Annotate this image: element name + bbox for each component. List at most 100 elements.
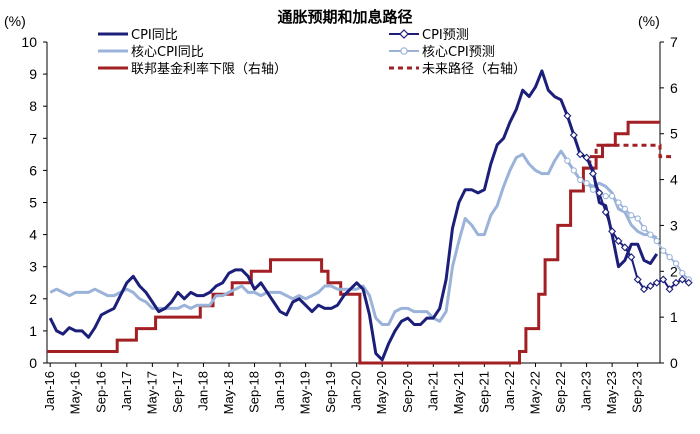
right-tick-label: 0 — [670, 355, 678, 371]
legend-label-fed-forecast: 未来路径（右轴） — [422, 61, 526, 77]
x-tick-label: Jan-19 — [272, 371, 287, 411]
legend: CPI同比 核心CPI同比 联邦基金利率下限（右轴） CPI预测 核心CPI预测… — [98, 28, 526, 77]
cpi-forecast-point — [582, 153, 591, 162]
legend-label-fed: 联邦基金利率下限（右轴） — [131, 61, 287, 77]
legend-marker-cpi-forecast — [399, 29, 409, 39]
x-tick-label: May-23 — [604, 371, 619, 414]
left-axis-ticks: 0 1 2 3 4 5 6 7 8 9 10 — [21, 34, 47, 371]
right-tick-label: 7 — [670, 34, 678, 50]
x-tick-label: Jan-21 — [425, 371, 440, 411]
series-core-cpi-line — [49, 149, 658, 326]
x-tick-label: Sep-17 — [170, 371, 185, 413]
left-tick-label: 6 — [29, 162, 37, 178]
left-tick-label: 4 — [29, 227, 37, 243]
right-tick-label: 3 — [670, 217, 678, 233]
cpi-forecast-point — [563, 111, 572, 120]
core-forecast-point — [583, 180, 590, 187]
cpi-forecast-point — [620, 243, 629, 252]
core-forecast-point — [634, 215, 641, 222]
x-tick-label: Jan-17 — [119, 371, 134, 411]
left-tick-label: 9 — [29, 66, 37, 82]
core-forecast-point — [653, 237, 660, 245]
cpi-forecast-point — [627, 253, 636, 262]
x-tick-label: Jan-16 — [42, 371, 57, 411]
cpi-forecast-point — [640, 285, 648, 294]
core-forecast-point — [577, 176, 584, 184]
left-tick-label: 2 — [29, 291, 37, 307]
cpi-forecast-point — [595, 188, 604, 197]
x-tick-label: Sep-20 — [400, 371, 415, 413]
cpi-forecast-point — [646, 282, 655, 290]
cpi-forecast-point — [684, 278, 693, 287]
x-tick-label: Jan-20 — [349, 371, 364, 411]
left-tick-label: 1 — [29, 323, 37, 339]
core-forecast-point — [564, 157, 571, 164]
core-forecast-point — [672, 260, 680, 267]
cpi-forecast-point — [672, 278, 680, 287]
core-forecast-point — [602, 192, 609, 200]
cpi-forecast-point — [569, 131, 578, 140]
core-forecast-point — [666, 253, 673, 261]
x-tick-label: May-18 — [221, 371, 236, 414]
core-forecast-point — [660, 247, 667, 254]
legend-label-cpi: CPI同比 — [131, 28, 178, 43]
cpi-forecast-point — [576, 150, 585, 159]
left-tick-label: 7 — [29, 130, 37, 146]
right-tick-label: 6 — [670, 80, 678, 96]
x-tick-label: May-19 — [298, 371, 313, 414]
cpi-forecast-point — [659, 275, 668, 284]
right-tick-label: 5 — [670, 126, 678, 142]
core-forecast-point — [679, 269, 686, 277]
x-tick-label: Jan-22 — [502, 371, 517, 411]
x-axis-ticks: Jan-16 May-16 Sep-16 Jan-17 May-17 Sep-17 Jan-… — [42, 363, 645, 414]
x-tick-label: Sep-23 — [630, 371, 645, 413]
x-tick-label: Sep-18 — [247, 371, 262, 413]
x-tick-label: May-20 — [374, 371, 389, 414]
x-tick-label: Sep-16 — [93, 371, 108, 413]
x-tick-label: Sep-22 — [553, 371, 568, 413]
series-fed-funds-line — [47, 120, 660, 365]
core-forecast-point — [589, 186, 597, 193]
left-axis-unit: (%) — [4, 13, 26, 29]
series-cpi-line — [48, 69, 659, 362]
legend-label-core: 核心CPI同比 — [131, 45, 204, 60]
cpi-forecast-point — [652, 278, 661, 287]
x-tick-label: May-21 — [451, 371, 466, 414]
legend-label-core-forecast: 核心CPI预测 — [422, 45, 495, 60]
left-tick-label: 8 — [29, 98, 37, 114]
cpi-forecast-point — [608, 227, 617, 236]
x-tick-label: May-16 — [68, 371, 83, 414]
cpi-forecast-point — [589, 169, 597, 178]
axes — [46, 42, 661, 364]
left-tick-label: 3 — [29, 259, 37, 275]
series-fed-future-line — [583, 143, 673, 170]
cpi-forecast-point — [665, 285, 674, 294]
cpi-forecast-point — [633, 275, 642, 284]
x-tick-label: Sep-21 — [476, 371, 491, 413]
core-forecast-point — [640, 225, 648, 232]
x-tick-label: Jan-23 — [579, 371, 594, 411]
x-tick-label: Sep-19 — [323, 371, 338, 413]
right-axis-unit: (%) — [638, 13, 660, 29]
core-forecast-point — [615, 199, 622, 206]
cpi-forecast-point — [614, 237, 623, 245]
x-tick-label: Jan-18 — [195, 371, 210, 411]
left-tick-label: 0 — [29, 355, 37, 371]
right-tick-label: 1 — [670, 309, 678, 325]
legend-label-cpi-forecast: CPI预测 — [422, 28, 469, 43]
x-tick-label: May-17 — [144, 371, 159, 414]
core-forecast-point — [647, 231, 654, 238]
cpi-forecast-point — [601, 208, 610, 217]
right-tick-label: 4 — [670, 172, 678, 188]
series-layer — [47, 69, 693, 365]
core-forecast-point — [570, 167, 577, 174]
left-tick-label: 10 — [21, 34, 37, 50]
right-axis-ticks: 0 1 2 3 4 5 6 7 — [660, 34, 678, 371]
core-forecast-point — [621, 205, 629, 213]
legend-marker-core-forecast — [400, 47, 408, 55]
left-tick-label: 5 — [29, 195, 37, 211]
x-tick-label: May-22 — [527, 371, 542, 414]
core-forecast-point — [628, 212, 635, 219]
right-tick-label: 2 — [670, 263, 678, 279]
